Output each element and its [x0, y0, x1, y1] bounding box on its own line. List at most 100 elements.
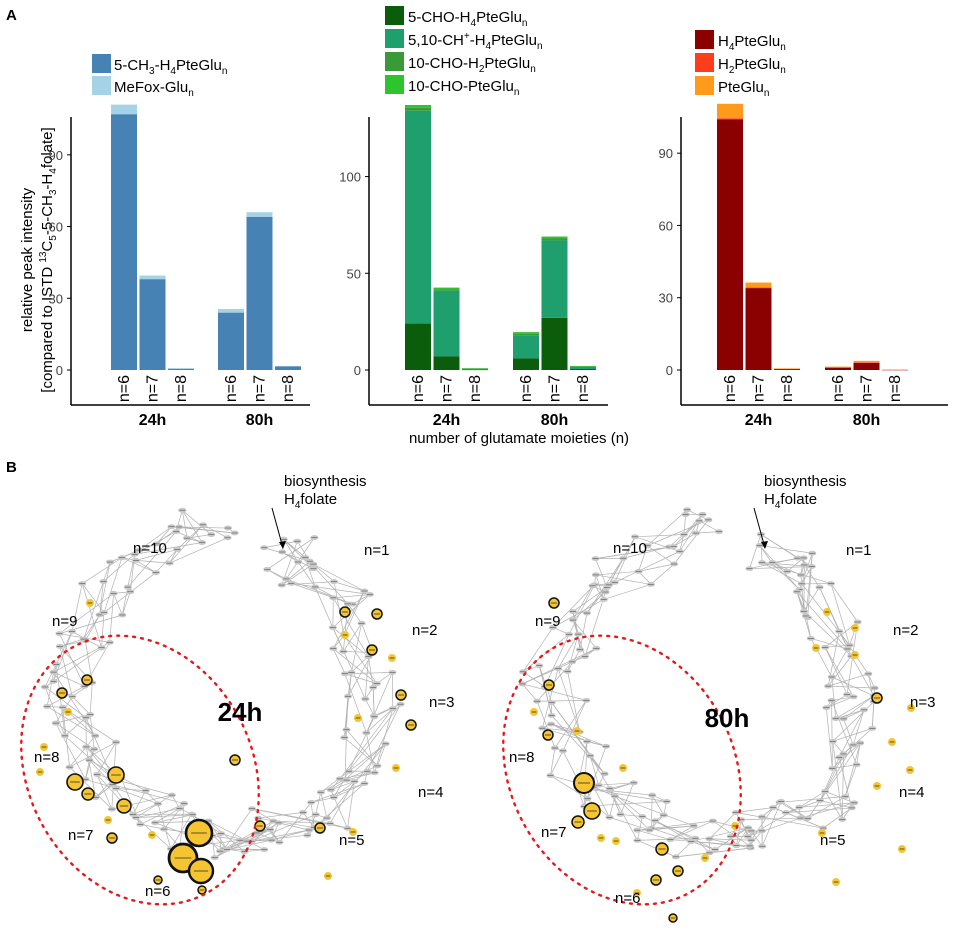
network-edge [550, 750, 564, 776]
bar-24h-n=6-series0 [717, 119, 743, 370]
annotation-h4folate-80h: H4folate [764, 491, 817, 511]
panel-label-a: A [6, 7, 17, 24]
bar-24h-n=8-series0 [774, 369, 800, 370]
network-edge [332, 597, 369, 657]
bar-24h-n=7-series2 [745, 282, 772, 288]
network-edge [801, 566, 813, 585]
bar-80h-n=7-series0 [853, 362, 880, 370]
group-label-24h: 24h [745, 412, 773, 429]
network-edge [761, 562, 802, 585]
network-edge [285, 537, 315, 580]
network-edge [332, 648, 346, 674]
legend-swatch-h2 [695, 53, 714, 72]
category-label: n=8 [280, 375, 297, 402]
bar-24h-n=6-series0 [405, 323, 431, 370]
network-edge [374, 708, 394, 773]
ring-label-24h-n1: n=1 [364, 542, 389, 559]
network-edge [211, 835, 216, 858]
bar-80h-n=8-series2 [882, 369, 908, 371]
network-edge [844, 742, 861, 797]
network-edge [572, 591, 606, 621]
bar-80h-n=6-series0 [513, 358, 539, 370]
network-edge [536, 661, 573, 702]
network-edge [595, 570, 639, 576]
network-edge [614, 551, 680, 583]
network-edge [377, 743, 386, 767]
legend-label-10cho-pte: 10-CHO-PteGlun [408, 78, 519, 98]
network-edge [831, 648, 848, 678]
network-edge [366, 672, 393, 734]
network-edge [82, 557, 123, 584]
ring-label-80h-n6: n=6 [615, 890, 640, 907]
network-edge [132, 803, 159, 815]
network-edge [810, 638, 833, 678]
highlight-region [20, 634, 260, 906]
bar-80h-n=7-series1 [853, 362, 880, 363]
network-edge [135, 794, 172, 818]
network-edge [135, 560, 170, 564]
network-edge [595, 574, 651, 585]
legend-label-5cho: 5-CHO-H4PteGlun [408, 9, 527, 29]
network-edge [311, 783, 365, 803]
network-edge [134, 542, 203, 555]
y-tick-label: 0 [666, 363, 673, 378]
network-edge [329, 781, 355, 824]
network-edge [825, 791, 855, 804]
network-edge [71, 583, 83, 632]
network-edge [741, 817, 801, 821]
network-edge [55, 664, 66, 736]
bar-24h-n=7-series1 [745, 287, 772, 289]
bar-24h-n=8-series1 [774, 368, 800, 370]
group-label-24h: 24h [433, 412, 461, 429]
network-edge [286, 578, 353, 605]
annotation-arrow-shaft [753, 507, 766, 549]
network-edge [675, 852, 710, 858]
category-label: n=6 [410, 375, 427, 402]
bar-24h-n=8-series1 [168, 368, 194, 369]
panel-label-b: B [6, 459, 17, 476]
bar-80h-n=7-series1 [541, 240, 568, 318]
network-edge [267, 537, 315, 570]
network-edge [258, 817, 315, 828]
network-edge [59, 646, 73, 697]
bar-80h-n=7-series0 [541, 317, 568, 370]
ring-label-24h-n8: n=8 [34, 749, 59, 766]
network-edge [121, 557, 157, 573]
network-edge [283, 539, 299, 563]
network-edge [46, 672, 54, 707]
bar-80h-n=8-series3 [570, 365, 596, 367]
network-edge [673, 519, 709, 565]
network-edge [807, 796, 846, 819]
category-label: n=7 [145, 375, 162, 402]
category-label: n=8 [887, 375, 904, 402]
legend-unsubstituted: H4PteGlun H2PteGlun PteGlun [695, 30, 786, 99]
ring-label-80h-n10: n=10 [613, 540, 647, 557]
network-edge [749, 830, 763, 847]
network-edge [99, 562, 111, 615]
legend-swatch-5cho [385, 6, 404, 25]
network-edge [579, 612, 588, 650]
category-label: n=6 [518, 375, 535, 402]
group-label-80h: 80h [853, 412, 881, 429]
bar-80h-n=6-series3 [513, 332, 539, 334]
bar-24h-n=8-series0 [168, 368, 194, 370]
network-edge [343, 590, 365, 636]
bar-24h-n=7-series1 [139, 275, 166, 280]
network-edge [584, 591, 606, 657]
ring-label-24h-n7: n=7 [68, 827, 93, 844]
network-edge [871, 701, 875, 729]
bar-24h-n=8-series0 [462, 369, 488, 371]
network-edge [824, 753, 844, 792]
network-edge [522, 683, 587, 701]
network-edge [749, 534, 762, 569]
bar-24h-n=6-series3 [405, 105, 431, 108]
network-edge [554, 700, 587, 749]
network-edge [202, 524, 228, 539]
network-edge [181, 510, 203, 543]
highlight-region [502, 634, 742, 906]
y-tick-label: 50 [347, 266, 361, 281]
legend-swatch-h4 [695, 30, 714, 49]
network-edge [800, 802, 855, 819]
network-edge [551, 715, 605, 775]
network-edge [831, 676, 837, 719]
